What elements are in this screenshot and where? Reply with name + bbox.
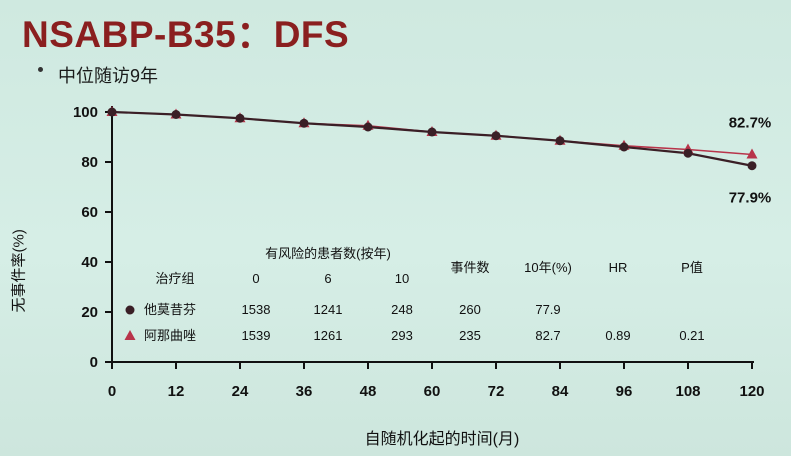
data-point-tamoxifen: [491, 131, 501, 141]
table-row-label: 阿那曲唑: [144, 328, 196, 343]
x-tick-label: 0: [108, 383, 116, 400]
table-column-header: 10: [395, 271, 409, 286]
data-point-tamoxifen: [683, 148, 693, 158]
x-axis-title: 自随机化起的时间(月): [365, 430, 520, 448]
y-tick-label: 60: [81, 204, 98, 221]
table-column-header: 治疗组: [155, 271, 194, 286]
x-tick-label: 120: [739, 383, 764, 400]
table-row-label: 他莫昔芬: [144, 302, 196, 317]
table-column-header: HR: [609, 260, 628, 275]
table-cell: 77.9: [535, 302, 560, 317]
data-point-tamoxifen: [555, 136, 565, 146]
table-cell: 0.21: [679, 328, 704, 343]
table-cell: 0.89: [605, 328, 630, 343]
x-tick-label: 96: [616, 383, 633, 400]
x-tick-label: 108: [675, 383, 700, 400]
x-tick-label: 24: [232, 383, 249, 400]
x-tick-label: 36: [296, 383, 313, 400]
data-point-tamoxifen: [107, 107, 117, 117]
table-cell: 1261: [314, 328, 343, 343]
subtitle-text: 中位随访9年: [58, 66, 159, 86]
table-cell: 293: [391, 328, 413, 343]
legend-marker-tamoxifen: [125, 305, 135, 315]
table-column-header: 6: [324, 271, 331, 286]
series-line-tamoxifen: [111, 110, 753, 167]
x-tick-label: 72: [488, 383, 505, 400]
table-cell: 235: [459, 328, 481, 343]
table-cell: 1539: [242, 328, 271, 343]
y-tick-label: 100: [73, 104, 98, 121]
table-group-header: 有风险的患者数(按年): [265, 246, 391, 261]
data-point-tamoxifen: [235, 113, 245, 123]
chart-title: NSABP-B35：DFS: [22, 14, 350, 55]
data-point-tamoxifen: [299, 118, 309, 128]
data-point-anastrozole: [746, 148, 758, 159]
x-tick-label: 12: [168, 383, 185, 400]
x-tick-label: 48: [360, 383, 377, 400]
table-cell: 248: [391, 302, 413, 317]
table-column-header: 0: [252, 271, 259, 286]
table-cell: 1241: [314, 302, 343, 317]
bullet-icon: [38, 67, 43, 72]
table-column-header: P值: [681, 260, 703, 275]
y-tick-label: 0: [90, 354, 98, 371]
x-tick-label: 60: [424, 383, 441, 400]
table-column-header: 事件数: [450, 260, 489, 275]
y-tick-label: 80: [81, 154, 98, 171]
table-column-header: 10年(%): [524, 260, 572, 275]
data-point-tamoxifen: [619, 142, 629, 152]
data-point-tamoxifen: [427, 127, 437, 137]
data-point-tamoxifen: [171, 110, 181, 119]
y-tick-label: 20: [81, 304, 98, 321]
y-tick-label: 40: [81, 254, 98, 271]
annotation-label: 77.9%: [729, 190, 772, 207]
legend-marker-anastrozole: [124, 330, 136, 340]
table-cell: 260: [459, 302, 481, 317]
table-cell: 1538: [242, 302, 271, 317]
table-cell: 82.7: [535, 328, 560, 343]
chart-subtitle: 中位随访9年: [38, 62, 159, 88]
data-point-tamoxifen: [747, 161, 757, 171]
annotation-label: 82.7%: [729, 115, 772, 132]
data-point-tamoxifen: [363, 122, 373, 132]
x-tick-label: 84: [552, 383, 569, 400]
